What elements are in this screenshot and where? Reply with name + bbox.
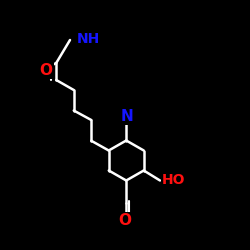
Text: O: O (40, 63, 53, 78)
Text: O: O (118, 213, 132, 228)
Text: NH: NH (77, 32, 100, 46)
Text: N: N (121, 109, 134, 124)
Text: HO: HO (162, 173, 186, 187)
